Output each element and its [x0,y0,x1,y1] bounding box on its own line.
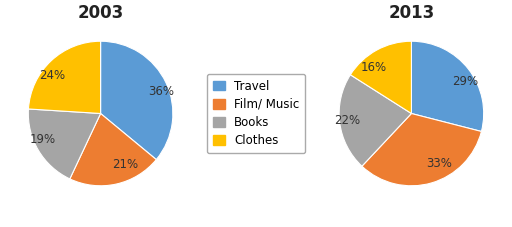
Text: 21%: 21% [112,158,138,171]
Title: 2013: 2013 [388,4,435,22]
Wedge shape [29,41,100,114]
Text: 36%: 36% [147,85,174,98]
Wedge shape [412,41,484,131]
Text: 22%: 22% [334,114,360,126]
Wedge shape [28,109,100,179]
Wedge shape [362,114,481,186]
Wedge shape [339,75,412,166]
Text: 33%: 33% [426,157,452,170]
Text: 16%: 16% [360,61,387,74]
Title: 2003: 2003 [77,4,124,22]
Text: 19%: 19% [30,133,56,146]
Wedge shape [100,41,173,160]
Wedge shape [70,114,156,186]
Text: 24%: 24% [39,69,65,82]
Wedge shape [350,41,412,114]
Text: 29%: 29% [453,75,479,88]
Legend: Travel, Film/ Music, Books, Clothes: Travel, Film/ Music, Books, Clothes [207,74,305,153]
